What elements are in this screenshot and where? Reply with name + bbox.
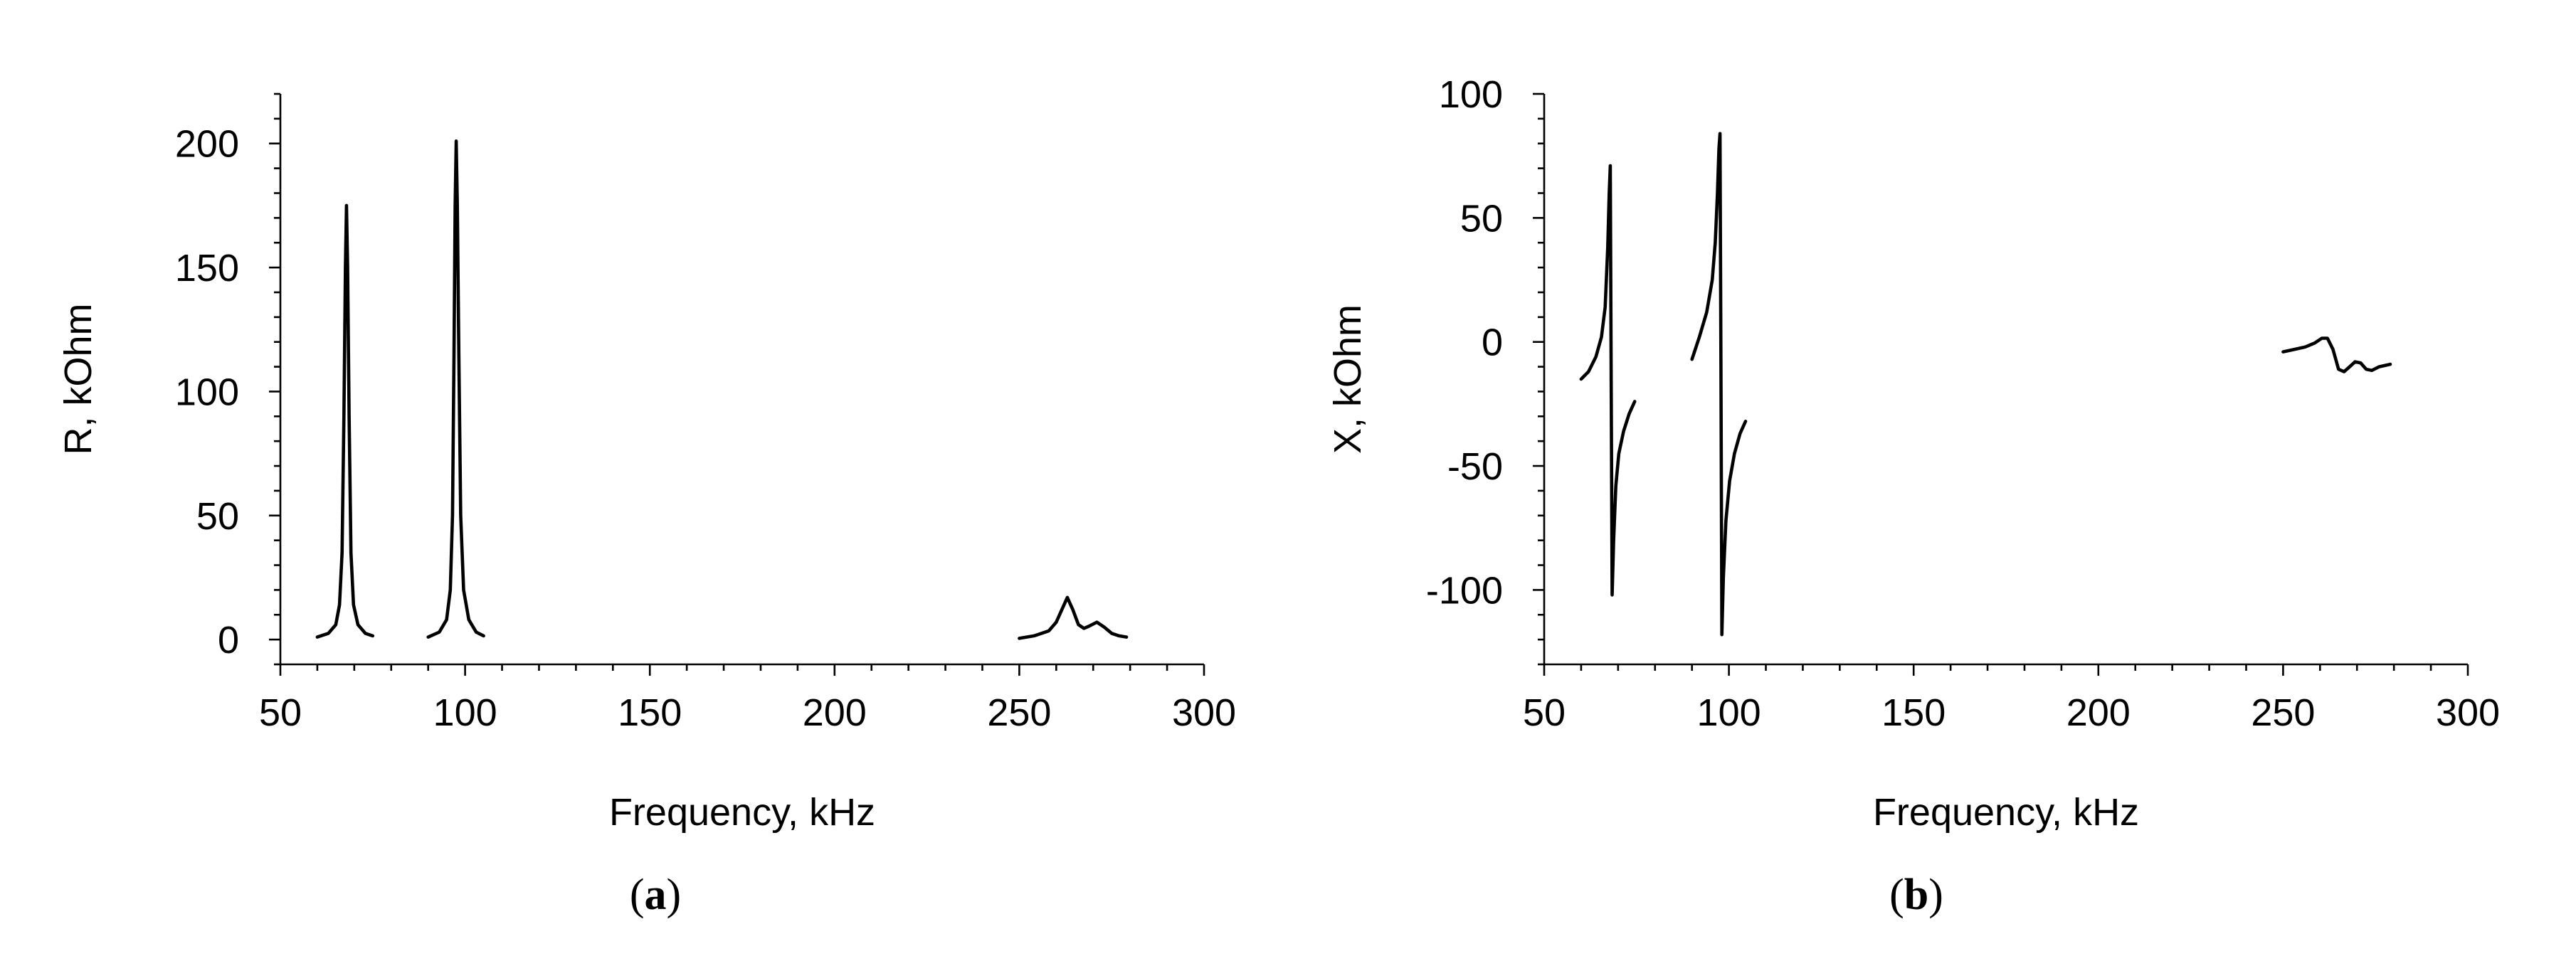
x-axis-title: Frequency, kHz xyxy=(609,791,875,834)
y-tick-label: 100 xyxy=(175,371,239,413)
y-tick-label: 100 xyxy=(1439,73,1503,116)
x-tick-label: 150 xyxy=(1881,691,1946,734)
y-tick-label: 150 xyxy=(175,247,239,290)
series-line-3 xyxy=(2281,336,2392,373)
series-line-1 xyxy=(315,203,375,639)
y-tick-label: 50 xyxy=(196,495,239,538)
y-axis-title: X, kOhm xyxy=(1326,304,1369,454)
y-tick-label: -50 xyxy=(1447,445,1503,488)
x-axis-title: Frequency, kHz xyxy=(1873,791,2139,834)
x-tick-label: 50 xyxy=(259,691,302,734)
x-tick-label: 150 xyxy=(618,691,682,734)
series-line-2 xyxy=(426,139,485,639)
y-tick-label: 0 xyxy=(218,619,239,662)
x-tick-label: 250 xyxy=(987,691,1051,734)
y-tick-label: 50 xyxy=(1460,197,1503,240)
y-tick-label: 0 xyxy=(1482,322,1503,364)
chart-panel-b: 50 100 150 200 250 300 -100 -50 0 50 100 Frequency,… xyxy=(1326,73,2500,919)
x-tick-label: 300 xyxy=(2436,691,2500,734)
panel-label: (a) xyxy=(630,871,681,919)
y-axis-title: R, kOhm xyxy=(57,303,100,455)
x-tick-label: 100 xyxy=(1697,691,1761,734)
series-line-1 xyxy=(1579,164,1637,597)
x-tick-label: 250 xyxy=(2251,691,2315,734)
y-tick-label: -100 xyxy=(1426,569,1503,612)
series-line-2 xyxy=(1690,132,1748,637)
x-tick-label: 100 xyxy=(433,691,497,734)
panel-label: (b) xyxy=(1889,871,1943,919)
x-tick-label: 50 xyxy=(1523,691,1566,734)
chart-panel-a: 50 100 150 200 250 300 0 50 100 150 200 Frequency, … xyxy=(57,92,1236,919)
x-tick-label: 300 xyxy=(1172,691,1236,734)
x-tick-label: 200 xyxy=(803,691,867,734)
series-line-3 xyxy=(1018,595,1129,640)
x-tick-label: 200 xyxy=(2066,691,2131,734)
y-tick-label: 200 xyxy=(175,123,239,166)
